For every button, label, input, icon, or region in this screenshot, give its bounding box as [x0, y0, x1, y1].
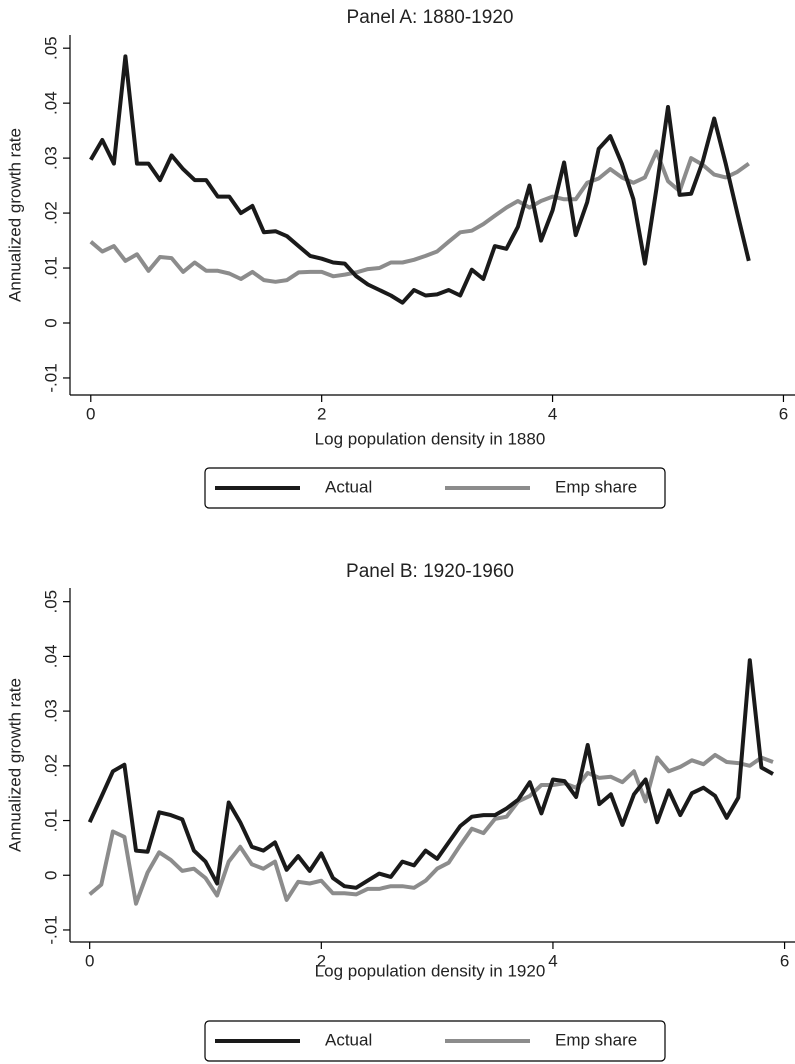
y-tick-label: .01 — [41, 809, 60, 833]
y-tick-label: .04 — [41, 91, 60, 115]
y-tick-label: 0 — [41, 318, 60, 327]
x-tick-label: 6 — [780, 951, 789, 970]
y-tick-label: .02 — [41, 754, 60, 778]
chart-title: Panel A: 1880-1920 — [347, 7, 514, 28]
x-tick-label: 0 — [86, 404, 95, 423]
legend-box — [204, 467, 666, 509]
x-tick-label: 4 — [548, 404, 557, 423]
y-tick-label: -.01 — [41, 363, 60, 392]
legend-label: Actual — [325, 1030, 372, 1049]
legend-box — [204, 1020, 666, 1062]
y-tick-label: .03 — [41, 699, 60, 723]
y-tick-label: .05 — [41, 36, 60, 60]
x-tick-label: 0 — [85, 951, 94, 970]
y-tick-label: .01 — [41, 256, 60, 280]
y-axis-label: Annualized growth rate — [5, 678, 24, 852]
y-tick-label: .04 — [41, 645, 60, 669]
y-tick-label: .03 — [41, 146, 60, 170]
legend-label: Emp share — [555, 1030, 637, 1049]
y-tick-label: -.01 — [41, 915, 60, 944]
x-axis-label: Log population density in 1920 — [315, 961, 546, 980]
y-tick-label: .02 — [41, 201, 60, 225]
series-line — [87, 658, 774, 890]
legend-label: Actual — [325, 477, 372, 496]
x-tick-label: 2 — [317, 951, 326, 970]
legend-label: Emp share — [555, 477, 637, 496]
x-tick-label: 2 — [317, 404, 326, 423]
y-axis-label: Annualized growth rate — [5, 128, 24, 302]
series-line — [88, 752, 774, 906]
series-line — [89, 54, 751, 305]
y-tick-label: .05 — [41, 590, 60, 614]
series-line — [89, 149, 750, 284]
x-axis-label: Log population density in 1880 — [315, 429, 546, 448]
y-tick-label: 0 — [41, 871, 60, 880]
x-tick-label: 6 — [779, 404, 788, 423]
x-tick-label: 4 — [548, 951, 557, 970]
chart-title: Panel B: 1920-1960 — [346, 561, 514, 582]
